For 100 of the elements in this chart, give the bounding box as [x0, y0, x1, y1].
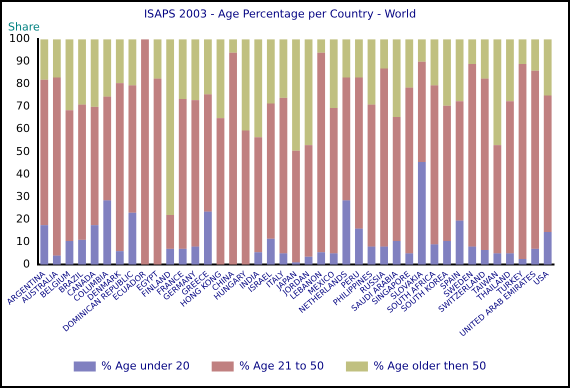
bar: [191, 39, 200, 100]
bar: [317, 39, 326, 53]
bar: [506, 101, 514, 254]
bar: [380, 39, 388, 69]
bar: [531, 248, 540, 265]
bar: [141, 39, 149, 265]
bar: [317, 52, 326, 252]
bar: [430, 39, 438, 86]
bar: [544, 96, 552, 232]
bar: [355, 39, 363, 78]
bar: [430, 85, 438, 244]
y-tick-label: 30: [16, 190, 30, 203]
bar: [355, 78, 363, 229]
bar: [154, 39, 162, 79]
bar: [430, 244, 438, 265]
bar: [506, 253, 514, 265]
bar: [204, 94, 212, 212]
y-tick-label: 40: [16, 167, 30, 180]
bar: [52, 78, 61, 256]
bar: [304, 256, 312, 265]
bar: [78, 104, 86, 240]
bar: [544, 232, 552, 265]
bar: [178, 248, 187, 265]
bar: [380, 246, 388, 265]
bar: [242, 130, 250, 265]
bar: [292, 150, 300, 262]
bar: [52, 39, 61, 78]
bar: [40, 225, 48, 265]
bar: [90, 39, 99, 107]
bar: [418, 39, 426, 62]
y-tick-label: 0: [22, 257, 30, 270]
bar: [266, 103, 275, 239]
bar: [280, 253, 288, 265]
bar: [116, 83, 124, 252]
bar: [166, 39, 174, 216]
bar: [544, 39, 552, 96]
y-tick-label: 70: [16, 100, 30, 113]
bar: [468, 246, 476, 265]
bar: [128, 39, 136, 86]
bar: [405, 39, 414, 88]
bar: [480, 78, 489, 250]
y-tick-label: 50: [16, 144, 30, 158]
bar: [380, 68, 388, 247]
bar: [40, 80, 48, 226]
bar: [531, 39, 540, 71]
y-tick-label: 90: [16, 54, 30, 68]
bar: [493, 145, 502, 254]
bar: [204, 39, 212, 94]
bar: [40, 39, 48, 80]
bar: [229, 52, 237, 265]
bar: [90, 106, 99, 226]
bar: [330, 108, 338, 254]
bar: [456, 220, 464, 265]
bar: [103, 200, 112, 265]
bar: [418, 62, 426, 162]
bar: [342, 78, 350, 200]
bar: [392, 116, 401, 241]
x-tick-label: USA: [532, 269, 551, 288]
bar: [166, 248, 174, 265]
bar: [216, 39, 224, 118]
bar: [66, 39, 74, 110]
bar: [392, 39, 401, 117]
bar: [304, 145, 312, 257]
bar: [304, 39, 312, 146]
bar: [480, 39, 489, 79]
y-tick-label: 60: [16, 122, 30, 136]
bar: [443, 240, 451, 265]
bar: [456, 101, 464, 221]
bar: [342, 39, 350, 78]
bar: [468, 39, 476, 64]
bar: [518, 64, 526, 259]
y-tick-label: 100: [8, 32, 30, 46]
bar: [103, 39, 112, 97]
bar: [254, 252, 262, 265]
bar: [493, 39, 502, 146]
bar: [78, 240, 86, 265]
bar: [368, 39, 376, 105]
y-tick-label: 80: [16, 77, 30, 90]
bar: [317, 252, 326, 265]
bar: [392, 240, 401, 265]
bar: [128, 212, 136, 265]
bar: [229, 39, 237, 53]
bar: [66, 110, 74, 241]
bar: [90, 225, 99, 265]
bar: [405, 253, 414, 265]
bar: [191, 246, 200, 265]
bar: [443, 106, 451, 241]
chart-title: ISAPS 2003 - Age Percentage per Country - World: [144, 7, 416, 20]
bar: [204, 212, 212, 265]
y-axis-title: Share: [8, 20, 40, 34]
legend-label: % Age under 20: [101, 359, 190, 372]
bar: [342, 200, 350, 265]
bar: [178, 39, 187, 99]
bar: [368, 104, 376, 247]
bar: [456, 39, 464, 102]
bar: [330, 253, 338, 265]
bar: [103, 96, 112, 200]
y-tick-label: 10: [16, 234, 30, 248]
bar: [518, 39, 526, 64]
legend-label: % Age 21 to 50: [239, 359, 324, 372]
